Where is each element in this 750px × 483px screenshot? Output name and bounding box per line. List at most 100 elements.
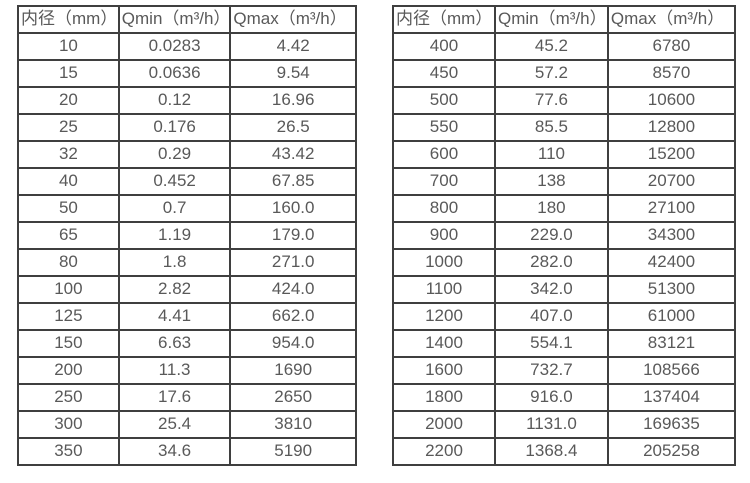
table-cell: 51300 — [606, 275, 737, 304]
table-row: 150 6.63 954.0 — [17, 329, 357, 358]
table-row: 550 85.5 12800 — [392, 113, 737, 142]
table-cell: 10600 — [606, 86, 737, 115]
table-row: 700 138 20700 — [392, 167, 737, 196]
table-cell: 300 — [17, 410, 120, 439]
table-row: 25 0.176 26.5 — [17, 113, 357, 142]
table-cell: 0.176 — [117, 113, 232, 142]
table-cell: 4.41 — [117, 302, 232, 331]
table-row: 450 57.2 8570 — [392, 59, 737, 88]
table-row: 32 0.29 43.42 — [17, 140, 357, 169]
table-row: 2000 1131.0 169635 — [392, 410, 737, 439]
table-cell: 282.0 — [493, 248, 609, 277]
table-cell: 662.0 — [229, 302, 357, 331]
table-cell: 0.452 — [117, 167, 232, 196]
table-row: 900 229.0 34300 — [392, 221, 737, 250]
header-row: 内径（mm） Qmin（m³/h） Qmax（m³/h） — [17, 5, 357, 34]
table-cell: 3810 — [229, 410, 357, 439]
table-cell: 1000 — [392, 248, 496, 277]
header-row: 内径（mm） Qmin（m³/h） Qmax（m³/h） — [392, 5, 737, 34]
table-row: 20 0.12 16.96 — [17, 86, 357, 115]
table-row: 800 180 27100 — [392, 194, 737, 223]
table-cell: 342.0 — [493, 275, 609, 304]
table-cell: 1600 — [392, 356, 496, 385]
flow-table-right: 内径（mm） Qmin（m³/h） Qmax（m³/h） 400 45.2 6780 450… — [392, 5, 737, 466]
header-cell: Qmin（m³/h） — [117, 5, 232, 34]
table-cell: 15 — [17, 59, 120, 88]
table-row: 15 0.0636 9.54 — [17, 59, 357, 88]
table-cell: 1100 — [392, 275, 496, 304]
table-cell: 20 — [17, 86, 120, 115]
table-cell: 6.63 — [117, 329, 232, 358]
table-cell: 67.85 — [229, 167, 357, 196]
table-cell: 150 — [17, 329, 120, 358]
table-row: 1200 407.0 61000 — [392, 302, 737, 331]
table-cell: 500 — [392, 86, 496, 115]
table-cell: 180 — [493, 194, 609, 223]
table-cell: 61000 — [606, 302, 737, 331]
table-cell: 0.12 — [117, 86, 232, 115]
table-cell: 407.0 — [493, 302, 609, 331]
table-cell: 0.7 — [117, 194, 232, 223]
table-cell: 27100 — [606, 194, 737, 223]
table-cell: 16.96 — [229, 86, 357, 115]
table-cell: 10 — [17, 32, 120, 61]
table-row: 500 77.6 10600 — [392, 86, 737, 115]
table-cell: 100 — [17, 275, 120, 304]
table-cell: 65 — [17, 221, 120, 250]
table-row: 125 4.41 662.0 — [17, 302, 357, 331]
table-cell: 350 — [17, 437, 120, 466]
table-cell: 138 — [493, 167, 609, 196]
table-cell: 1400 — [392, 329, 496, 358]
table-row: 1100 342.0 51300 — [392, 275, 737, 304]
table-cell: 137404 — [606, 383, 737, 412]
table-cell: 169635 — [606, 410, 737, 439]
table-cell: 6780 — [606, 32, 737, 61]
table-cell: 9.54 — [229, 59, 357, 88]
table-cell: 50 — [17, 194, 120, 223]
header-cell: Qmax（m³/h） — [606, 5, 737, 34]
table-cell: 916.0 — [493, 383, 609, 412]
table-cell: 2000 — [392, 410, 496, 439]
table-cell: 4.42 — [229, 32, 357, 61]
table-cell: 900 — [392, 221, 496, 250]
table-row: 1400 554.1 83121 — [392, 329, 737, 358]
table-cell: 0.0283 — [117, 32, 232, 61]
table-row: 200 11.3 1690 — [17, 356, 357, 385]
table-cell: 25.4 — [117, 410, 232, 439]
table-cell: 42400 — [606, 248, 737, 277]
table-row: 400 45.2 6780 — [392, 32, 737, 61]
table-row: 80 1.8 271.0 — [17, 248, 357, 277]
flow-table-left: 内径（mm） Qmin（m³/h） Qmax（m³/h） 10 0.0283 4.42 15… — [17, 5, 357, 466]
table-cell: 2200 — [392, 437, 496, 466]
table-cell: 83121 — [606, 329, 737, 358]
table-cell: 25 — [17, 113, 120, 142]
table-cell: 11.3 — [117, 356, 232, 385]
table-cell: 110 — [493, 140, 609, 169]
table-cell: 732.7 — [493, 356, 609, 385]
table-cell: 43.42 — [229, 140, 357, 169]
table-cell: 400 — [392, 32, 496, 61]
table-cell: 954.0 — [229, 329, 357, 358]
table-cell: 424.0 — [229, 275, 357, 304]
table-cell: 1200 — [392, 302, 496, 331]
table-cell: 554.1 — [493, 329, 609, 358]
table-cell: 77.6 — [493, 86, 609, 115]
header-cell: 内径（mm） — [17, 5, 120, 34]
table-row: 250 17.6 2650 — [17, 383, 357, 412]
table-cell: 1.19 — [117, 221, 232, 250]
table-cell: 15200 — [606, 140, 737, 169]
table-cell: 34.6 — [117, 437, 232, 466]
table-cell: 34300 — [606, 221, 737, 250]
table-row: 1800 916.0 137404 — [392, 383, 737, 412]
table-cell: 200 — [17, 356, 120, 385]
table-cell: 800 — [392, 194, 496, 223]
table-row: 1600 732.7 108566 — [392, 356, 737, 385]
header-cell: Qmin（m³/h） — [493, 5, 609, 34]
table-cell: 8570 — [606, 59, 737, 88]
table-cell: 205258 — [606, 437, 737, 466]
table-cell: 600 — [392, 140, 496, 169]
table-cell: 179.0 — [229, 221, 357, 250]
table-cell: 125 — [17, 302, 120, 331]
table-cell: 80 — [17, 248, 120, 277]
table-cell: 45.2 — [493, 32, 609, 61]
